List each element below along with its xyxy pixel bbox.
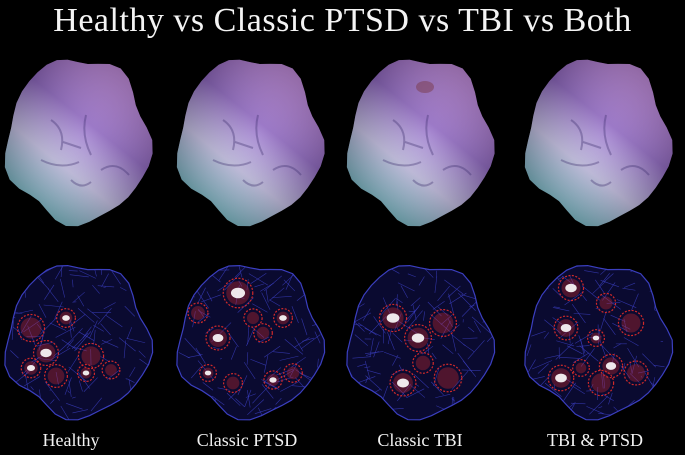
wireframe-mesh bbox=[176, 265, 325, 420]
caption-classic-tbi: Classic TBI bbox=[377, 430, 463, 450]
surface-render-healthy bbox=[4, 59, 153, 227]
surface-render-classic-tbi bbox=[346, 59, 495, 227]
wireframe-render-healthy bbox=[4, 264, 154, 421]
caption-tbi-ptsd: TBI & PTSD bbox=[546, 430, 643, 450]
caption-healthy: Healthy bbox=[42, 430, 100, 450]
surface-render-tbi-ptsd bbox=[524, 59, 673, 227]
wireframe-mesh bbox=[4, 265, 153, 420]
wireframe-mesh bbox=[346, 265, 495, 420]
caption-classic-ptsd: Classic PTSD bbox=[196, 430, 298, 450]
surface-render-classic-ptsd bbox=[176, 59, 325, 227]
wireframe-mesh bbox=[524, 265, 673, 420]
wireframe-render-tbi-ptsd bbox=[524, 264, 674, 421]
figure-title: Healthy vs Classic PTSD vs TBI vs Both bbox=[53, 2, 632, 39]
wireframe-render-classic-tbi bbox=[346, 264, 496, 421]
wireframe-render-classic-ptsd bbox=[176, 264, 326, 421]
